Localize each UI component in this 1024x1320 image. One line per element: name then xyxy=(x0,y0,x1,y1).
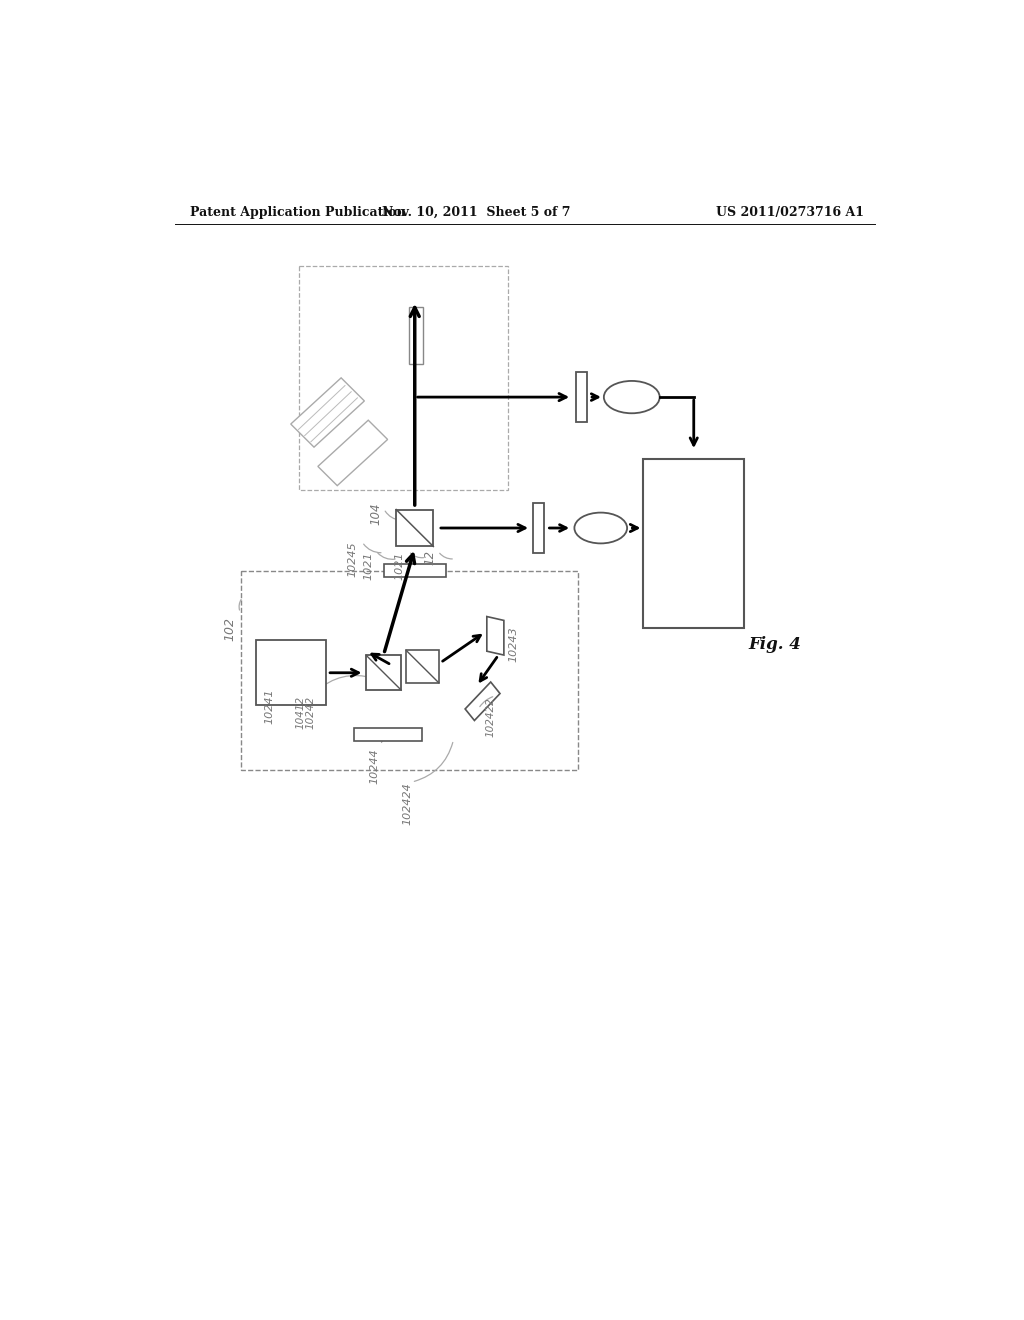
Text: Patent Application Publication: Patent Application Publication xyxy=(190,206,406,219)
Polygon shape xyxy=(291,378,365,447)
Bar xyxy=(256,640,326,705)
Text: 102424: 102424 xyxy=(402,781,412,825)
Text: Nov. 10, 2011  Sheet 5 of 7: Nov. 10, 2011 Sheet 5 of 7 xyxy=(383,206,571,219)
Ellipse shape xyxy=(574,512,627,544)
Text: 10243: 10243 xyxy=(508,627,518,663)
Bar xyxy=(241,572,578,770)
Bar xyxy=(299,267,508,490)
Bar xyxy=(410,306,423,364)
Text: 12: 12 xyxy=(424,549,437,565)
Text: 10245: 10245 xyxy=(348,543,357,577)
Text: 1021: 1021 xyxy=(364,552,374,579)
Text: 102422: 102422 xyxy=(485,697,496,737)
Bar xyxy=(384,564,445,577)
Bar xyxy=(643,459,744,628)
Bar xyxy=(353,729,422,741)
Ellipse shape xyxy=(604,381,659,413)
Text: 10244: 10244 xyxy=(370,748,380,784)
Text: 10241: 10241 xyxy=(265,688,274,723)
Text: US 2011/0273716 A1: US 2011/0273716 A1 xyxy=(716,206,864,219)
Bar xyxy=(407,651,438,682)
Bar xyxy=(396,510,433,546)
Text: 104: 104 xyxy=(370,503,383,525)
Bar xyxy=(367,656,401,690)
Text: 10412: 10412 xyxy=(295,696,305,729)
Text: 1021: 1021 xyxy=(394,552,404,579)
Bar xyxy=(575,372,587,422)
Bar xyxy=(534,503,544,553)
Text: Fig. 4: Fig. 4 xyxy=(748,636,801,653)
Text: 102: 102 xyxy=(224,616,237,640)
Text: 10242: 10242 xyxy=(305,696,315,729)
